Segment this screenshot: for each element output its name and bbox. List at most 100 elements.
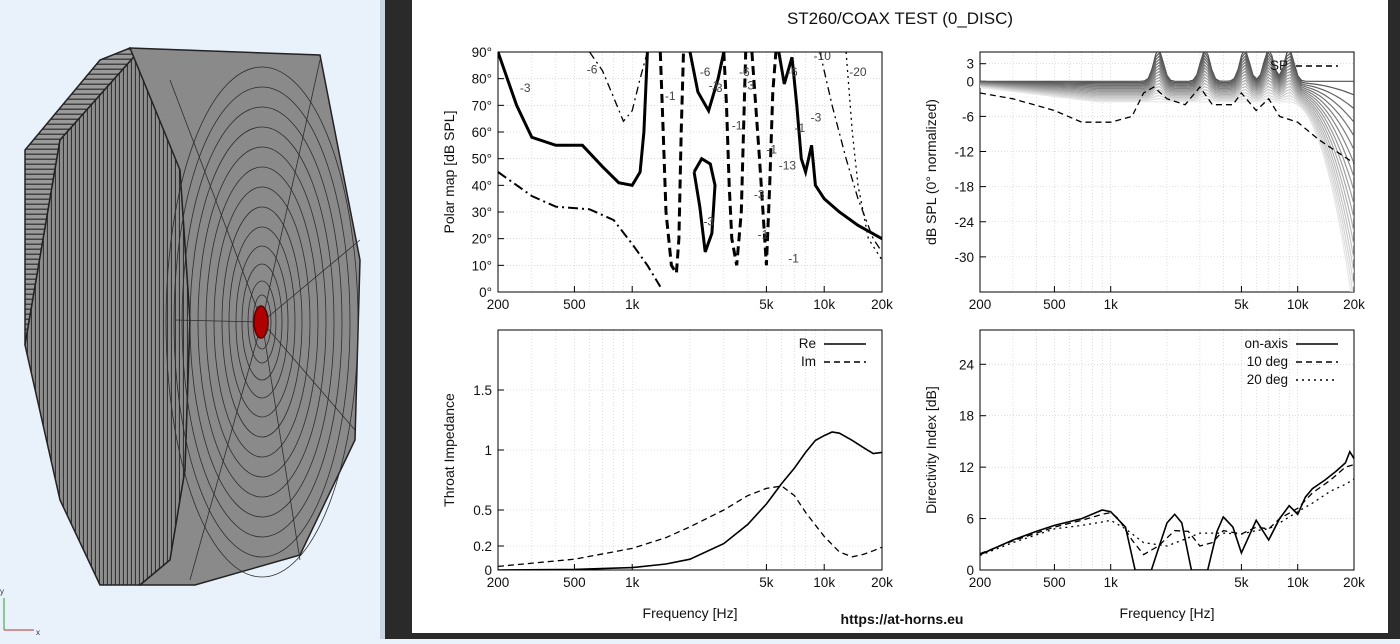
x-tick-label: 20k <box>1343 297 1365 312</box>
x-tick-label: 500 <box>563 575 586 590</box>
x-tick-label: 1k <box>1104 575 1119 590</box>
x-tick-label: 5k <box>1234 575 1249 590</box>
y-tick-label: 1.5 <box>473 383 492 398</box>
contour-label: -3 <box>520 81 531 95</box>
throat-impedance-grid <box>497 330 883 571</box>
off-axis-curve <box>980 85 1354 273</box>
x-tick-label: 5k <box>1234 297 1249 312</box>
driver-throat <box>253 305 269 339</box>
contour-label: -6 <box>739 65 750 79</box>
throat-impedance-xlabel: Frequency [Hz] <box>643 605 738 621</box>
directivity-index-xlabel: Frequency [Hz] <box>1120 605 1215 621</box>
horn-body <box>24 47 361 586</box>
contour-line-0 <box>498 171 662 288</box>
off-axis-curve <box>980 85 1354 260</box>
directivity-index-grid <box>979 330 1355 571</box>
y-tick-label: 0 <box>966 563 974 578</box>
series-sp <box>980 86 1354 164</box>
y-tick-label: 70° <box>472 98 492 113</box>
y-tick-label: 1 <box>484 443 492 458</box>
contour-line-7 <box>750 52 778 266</box>
contour-line-6 <box>722 52 748 266</box>
x-tick-label: 10k <box>1287 297 1309 312</box>
off-axis-curve <box>980 63 1354 150</box>
x-tick-label: 10k <box>1287 575 1309 590</box>
x-tick-label: 500 <box>1043 297 1066 312</box>
contour-label: -3 <box>811 110 822 124</box>
pane-splitter[interactable] <box>380 0 385 639</box>
y-tick-label: 80° <box>472 72 492 87</box>
x-tick-label: 200 <box>969 297 992 312</box>
y-tick-label: 18 <box>959 409 974 424</box>
y-tick-label: 10° <box>472 258 492 273</box>
contour-label: -10 <box>814 49 832 63</box>
contour-line-8 <box>777 52 882 241</box>
series-20-deg <box>980 478 1354 557</box>
x-tick-label: 1k <box>1104 297 1119 312</box>
footer-link[interactable]: https://at-horns.eu <box>841 611 964 627</box>
off-axis-curve <box>980 66 1354 164</box>
off-axis-curve <box>980 85 1354 246</box>
y-tick-label: 24 <box>959 357 975 372</box>
off-axis-curve <box>980 79 1354 219</box>
contour-label: -1 <box>709 78 720 92</box>
off-axis-curve <box>980 86 1352 292</box>
x-tick-label: 20k <box>1343 575 1365 590</box>
normalized-spl-ylabel: dB SPL (0° normalized) <box>923 99 939 245</box>
mesh-viewport[interactable]: y x <box>0 0 380 639</box>
x-tick-label: 500 <box>1043 575 1066 590</box>
contour-label: -1 <box>758 228 769 242</box>
off-axis-curve <box>980 82 1354 232</box>
y-tick-label: 3 <box>966 57 974 72</box>
contour-line-9 <box>845 52 882 261</box>
contour-label: -3 <box>703 214 714 228</box>
x-tick-label: 1k <box>625 575 640 590</box>
polar-map-ylabel: Polar map [dB SPL] <box>441 111 457 234</box>
contour-label: -3 <box>754 188 765 202</box>
legend-label: on-axis <box>1244 336 1288 351</box>
y-tick-label: 6 <box>966 512 974 527</box>
contour-label: -6 <box>587 62 598 76</box>
contour-line-1 <box>498 52 649 187</box>
x-tick-label: 200 <box>969 575 992 590</box>
y-tick-label: 0.2 <box>473 539 492 554</box>
y-tick-label: 0° <box>479 285 492 300</box>
polar-map-grid <box>497 51 883 293</box>
y-tick-label: -12 <box>954 145 974 160</box>
y-tick-label: 30° <box>472 205 492 220</box>
x-tick-label: 1k <box>625 297 640 312</box>
contour-label: -1 <box>794 121 805 135</box>
legend-label: 10 deg <box>1247 354 1288 369</box>
y-tick-label: -24 <box>954 215 974 230</box>
chart-title: ST260/COAX TEST (0_DISC) <box>787 9 1013 28</box>
normalized-spl-frame <box>979 51 1355 293</box>
y-tick-label: -30 <box>954 250 974 265</box>
polar-map-panel: 200 500 1k 5k 10k 20k 0° 10° 20° 30° 40° 50° 60° 70° 8… <box>441 45 893 312</box>
x-tick-label: 5k <box>759 297 774 312</box>
axis-x-label: x <box>36 628 40 637</box>
x-tick-label: 20k <box>871 297 893 312</box>
y-tick-label: 0.5 <box>473 503 492 518</box>
x-tick-label: 10k <box>813 575 835 590</box>
chart-sheet: ST260/COAX TEST (0_DISC) https://at-horn… <box>412 0 1388 633</box>
contour-label: -6 <box>700 65 711 79</box>
x-tick-label: 200 <box>487 297 510 312</box>
x-tick-label: 20k <box>871 575 893 590</box>
directivity-index-panel: 200 500 1k 5k 10k 20k 0 6 12 18 24 Directivity Inde… <box>923 329 1365 621</box>
horn-mouth-rings <box>165 59 361 581</box>
directivity-index-frame <box>979 329 1355 571</box>
series-on-axis <box>980 449 1354 570</box>
normalized-spl-panel: 200 500 1k 5k 10k 20k 3 0 -6 -12 -18 -24 -30 dB SPL (… <box>923 51 1365 312</box>
x-tick-label: 5k <box>759 575 774 590</box>
off-axis-curve <box>980 60 1354 137</box>
y-tick-label: 90° <box>472 45 492 60</box>
axis-y-label: y <box>0 587 4 596</box>
contour-label: -1 <box>766 142 777 156</box>
off-axis-curve <box>980 73 1354 191</box>
contour-line-4 <box>688 52 726 115</box>
x-tick-label: 500 <box>563 297 586 312</box>
series-im <box>498 485 882 568</box>
y-tick-label: -18 <box>954 180 974 195</box>
contour-label: -6 <box>787 65 798 79</box>
contour-label: -20 <box>849 65 867 79</box>
